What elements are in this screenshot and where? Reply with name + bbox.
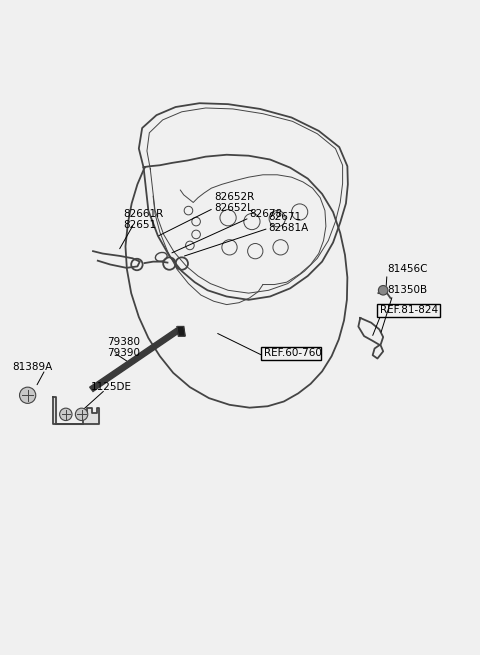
Polygon shape [53,397,99,424]
Polygon shape [90,328,180,392]
Text: REF.81-824: REF.81-824 [380,305,438,315]
Text: 82678: 82678 [250,209,283,219]
Text: 1125DE: 1125DE [91,382,132,392]
Text: 81350B: 81350B [387,286,427,295]
Text: 81456C: 81456C [387,264,428,274]
Text: 81389A: 81389A [12,362,52,371]
Circle shape [20,387,36,403]
Text: 82661R
82651: 82661R 82651 [123,209,163,231]
Polygon shape [177,327,185,336]
Text: 82671
82681A: 82671 82681A [269,212,309,233]
Text: 82652R
82652L: 82652R 82652L [214,192,254,213]
Circle shape [378,286,388,295]
Circle shape [75,408,88,421]
Text: 79380
79390: 79380 79390 [108,337,140,358]
Text: REF.60-760: REF.60-760 [264,348,322,358]
Circle shape [60,408,72,421]
